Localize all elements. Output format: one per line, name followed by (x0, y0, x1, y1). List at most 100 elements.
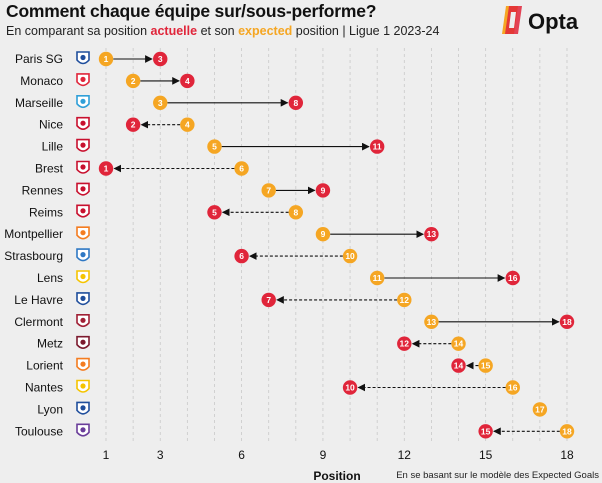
team-crest-icon (76, 204, 90, 218)
team-label: Marseille (15, 96, 63, 110)
x-tick-label: 12 (398, 448, 412, 462)
expected-marker-label: 18 (562, 426, 572, 436)
team-label: Lens (37, 271, 63, 285)
actual-marker (478, 424, 493, 439)
expected-marker-label: 10 (345, 251, 355, 261)
actual-marker-label: 10 (345, 383, 355, 393)
subtitle-actuelle: actuelle (150, 24, 198, 38)
team-label: Rennes (22, 183, 63, 197)
actual-marker (180, 73, 195, 89)
team-crest-icon (76, 51, 90, 65)
crest-dot (80, 273, 86, 280)
actual-marker-label: 1 (104, 164, 109, 174)
subtitle-expected: expected (238, 24, 293, 38)
expected-marker-label: 1 (104, 54, 109, 64)
actual-marker-label: 13 (427, 229, 437, 239)
actual-marker (288, 95, 304, 111)
actual-marker (98, 161, 114, 176)
team-crest-icon (76, 423, 90, 437)
crest-dot (80, 142, 86, 148)
team-label: Lyon (37, 402, 63, 416)
opta-logo: Opta (502, 6, 579, 34)
footnote: En se basant sur le modèle des Expected … (396, 470, 599, 481)
team-crest-icon (76, 73, 90, 87)
crest-dot (80, 98, 86, 104)
expected-marker-label: 8 (293, 207, 298, 217)
actual-marker-label: 11 (373, 142, 382, 152)
actual-marker (451, 358, 466, 373)
team-label: Toulouse (15, 424, 63, 438)
expected-marker (288, 205, 304, 220)
expected-marker (532, 402, 548, 417)
actual-marker-label: 2 (131, 120, 136, 130)
team-label: Metz (37, 337, 63, 351)
actual-marker (207, 205, 222, 220)
team-crest-icon (76, 292, 90, 306)
team-crest-icon (76, 95, 90, 109)
chart-title: Comment chaque équipe sur/sous-performe? (6, 1, 377, 21)
actual-marker (261, 292, 276, 308)
x-tick-label: 3 (157, 448, 164, 462)
team-crest-icon (76, 379, 90, 393)
team-label: Brest (35, 162, 64, 176)
team-label: Lorient (26, 359, 63, 373)
expected-marker-label: 3 (158, 98, 163, 108)
subtitle-prefix: En comparant sa position (6, 24, 151, 38)
actual-marker-label: 12 (400, 339, 410, 349)
expected-marker-label: 6 (239, 164, 244, 174)
team-label: Nice (39, 118, 63, 132)
crest-dot (80, 164, 86, 170)
expected-marker (180, 117, 195, 132)
actual-marker-label: 6 (239, 251, 244, 261)
expected-marker-label: 11 (373, 273, 382, 283)
team-crest-icon (76, 357, 90, 371)
crest-dot (80, 295, 86, 301)
team-crest-icon (76, 248, 90, 262)
team-crest-icon (76, 270, 90, 284)
actual-marker (315, 183, 331, 198)
team-label: Montpellier (4, 227, 63, 241)
chart-subtitle: En comparant sa position actuelle et son… (6, 24, 439, 38)
team-crest-icon (76, 401, 90, 415)
x-tick-label: 6 (238, 448, 245, 462)
crest-dot (80, 76, 86, 82)
actual-marker-label: 4 (185, 76, 190, 86)
team-label: Lille (42, 140, 64, 154)
team-crest-icon (76, 182, 90, 196)
team-label: Le Havre (14, 293, 63, 307)
crest-dot (80, 186, 86, 192)
crest-dot (80, 252, 86, 258)
expected-marker (451, 336, 466, 351)
crest-dot (80, 405, 86, 411)
subtitle-suffix: position | Ligue 1 2023-24 (292, 24, 440, 38)
expected-marker-label: 15 (481, 361, 491, 371)
expected-marker-label: 17 (535, 404, 545, 414)
crest-dot (80, 317, 86, 323)
x-tick-label: 18 (560, 448, 574, 462)
expected-marker (125, 73, 141, 89)
expected-marker (315, 227, 331, 242)
x-tick-label: 15 (479, 448, 493, 462)
team-crest-icon (76, 160, 90, 174)
actual-marker (153, 51, 168, 67)
team-crests (76, 51, 90, 437)
expected-marker-label: 7 (266, 185, 271, 195)
expected-marker-label: 14 (454, 339, 464, 349)
crest-dot (80, 361, 86, 367)
crest-dot (80, 208, 86, 214)
team-label: Clermont (14, 315, 63, 329)
team-label: Nantes (25, 381, 63, 395)
team-label: Monaco (20, 74, 63, 88)
expected-marker (98, 51, 114, 67)
actual-marker-label: 15 (481, 426, 491, 436)
expected-marker-label: 13 (427, 317, 437, 327)
expected-marker (397, 292, 412, 308)
x-axis: 1 3 6 9 12 15 18 Position En se basant sur le mo… (103, 448, 600, 483)
actual-marker (397, 336, 412, 351)
expected-marker-label: 16 (508, 383, 518, 393)
crest-dot (80, 339, 86, 345)
actual-marker-label: 14 (454, 361, 464, 371)
expected-marker-label: 2 (131, 76, 136, 86)
actual-marker-label: 5 (212, 207, 217, 217)
